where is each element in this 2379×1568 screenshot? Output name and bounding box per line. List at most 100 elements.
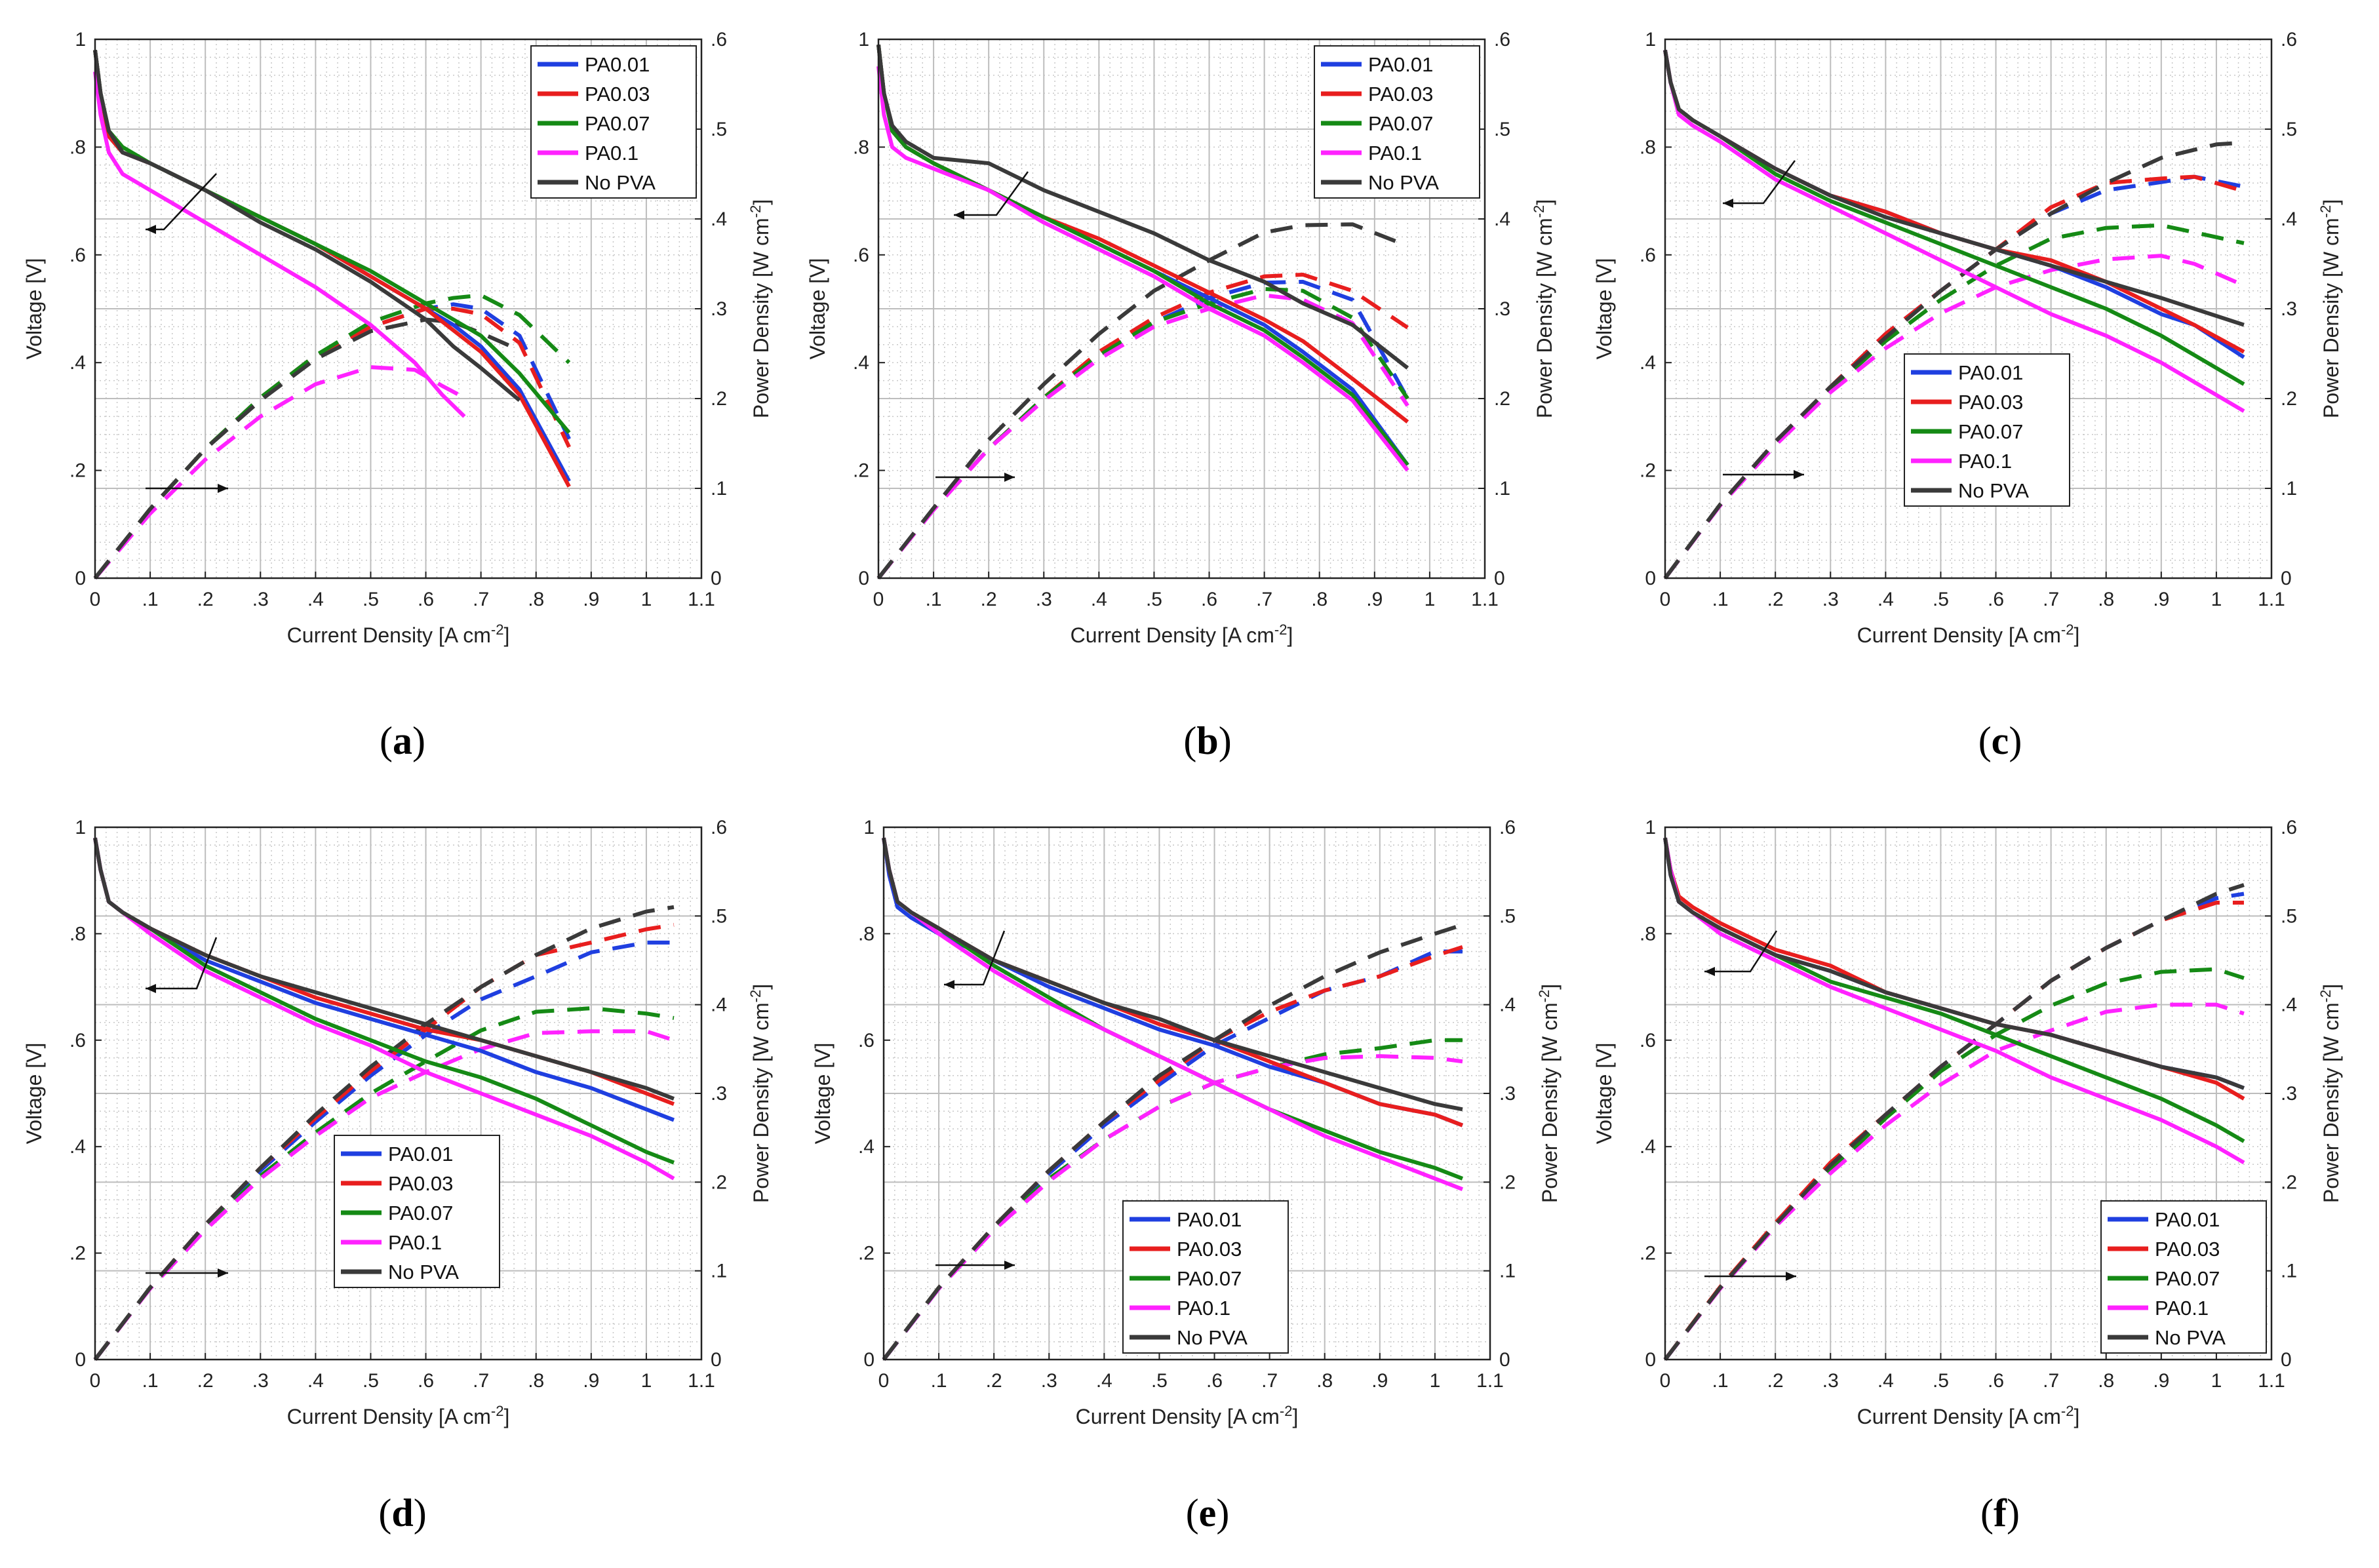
x-tick-label: .2 <box>1767 1370 1784 1392</box>
y-right-tick-label: .6 <box>711 29 727 50</box>
chart-panel: 0.1.2.3.4.5.6.7.8.9 1 1.10.2.4.6.810.1.2.3… <box>22 817 773 1535</box>
x-axis-label-superscript: -2 <box>1280 1403 1293 1419</box>
y-right-tick-label: .2 <box>1494 388 1510 410</box>
legend-label: PA0.03 <box>585 83 650 106</box>
x-tick-label: .1 <box>142 589 159 610</box>
y-left-tick-label: .6 <box>858 1030 875 1051</box>
y-left-tick-label: 1 <box>75 29 86 50</box>
y-right-tick-label: .2 <box>2281 1171 2297 1193</box>
x-tick-label: .9 <box>2153 1370 2169 1392</box>
panel-caption-close: ) <box>412 719 425 762</box>
y-right-tick-label: .5 <box>711 905 727 927</box>
y-left-tick-label: .2 <box>1640 1243 1656 1264</box>
voltage-series-line <box>93 50 571 434</box>
y-right-axis-label: Power Density [W cm-2] <box>747 984 774 1203</box>
y-left-tick-label: .8 <box>1640 923 1656 945</box>
legend-label: PA0.07 <box>1958 420 2023 443</box>
legend-label: PA0.01 <box>1177 1208 1242 1231</box>
legend: PA0.01 PA0.03 PA0.07 PA0.1 No PVA <box>1122 1200 1289 1354</box>
y-right-tick-label: .4 <box>1494 208 1510 230</box>
panel-caption: (b) <box>1183 719 1231 762</box>
panel-caption-letter: a <box>393 719 412 762</box>
y-left-tick-label: .4 <box>858 1136 875 1158</box>
x-tick-label: 1 <box>1430 1370 1441 1392</box>
x-tick-label: .5 <box>1146 589 1162 610</box>
power-series-line <box>1663 140 2245 579</box>
legend-label: PA0.07 <box>388 1202 453 1225</box>
x-tick-label: .6 <box>1201 589 1217 610</box>
voltage-series-line <box>876 44 1409 370</box>
x-tick-label: 1.1 <box>2258 1370 2285 1392</box>
y-left-tick-label: .6 <box>853 245 869 266</box>
y-right-tick-label: .4 <box>2281 208 2297 230</box>
y-right-tick-label: .5 <box>2281 905 2297 927</box>
x-tick-label: 1 <box>1425 589 1436 610</box>
y-left-tick-label: 1 <box>75 817 86 838</box>
y-left-axis-label: Voltage [V] <box>806 258 829 360</box>
voltage-series-line <box>1663 49 2245 386</box>
chart-panel: 0.1.2.3.4.5.6.7.8.9 1 1.10.2.4.6.810.1.2.3… <box>1592 29 2343 762</box>
power-axis-arrowhead <box>218 484 228 493</box>
x-tick-label: .6 <box>1988 1370 2004 1392</box>
legend-label: PA0.1 <box>1958 450 2012 473</box>
x-tick-label: .6 <box>418 1370 434 1392</box>
x-tick-label: .7 <box>2043 589 2059 610</box>
voltage-series-line <box>1663 837 2245 1090</box>
y-right-tick-label: .6 <box>711 817 727 838</box>
y-right-tick-label: 0 <box>1499 1349 1510 1371</box>
y-right-axis-label: Power Density [W cm-2] <box>1536 984 1562 1203</box>
x-tick-label: .4 <box>307 1370 324 1392</box>
y-left-tick-label: 1 <box>1645 817 1656 838</box>
x-tick-label: 1.1 <box>1476 1370 1504 1392</box>
power-series-line <box>93 1029 675 1361</box>
x-tick-label: .3 <box>1036 589 1052 610</box>
y-left-tick-label: .4 <box>1640 1136 1656 1158</box>
x-tick-label: .2 <box>197 1370 214 1392</box>
x-tick-label: 0 <box>90 1370 101 1392</box>
panel-caption: (e) <box>1186 1491 1230 1535</box>
y-right-tick-label: .5 <box>1494 119 1510 140</box>
legend: PA0.01 PA0.03 PA0.07 PA0.1 No PVA <box>2100 1200 2267 1354</box>
y-left-tick-label: .8 <box>1640 136 1656 158</box>
panel-caption: (d) <box>378 1491 426 1535</box>
x-axis-label-suffix: ] <box>1292 1405 1298 1428</box>
x-tick-label: .9 <box>1371 1370 1388 1392</box>
x-axis-label: Current Density [A cm-2] <box>1071 621 1293 648</box>
voltage-series-line <box>882 837 1463 1112</box>
y-left-tick-label: 1 <box>863 817 875 838</box>
x-tick-label: .4 <box>1091 589 1107 610</box>
voltage-series-line <box>93 837 675 1107</box>
y-right-tick-label: .4 <box>711 208 727 230</box>
y-left-tick-label: .2 <box>69 1243 86 1264</box>
x-tick-label: .3 <box>1822 1370 1839 1392</box>
legend-label: No PVA <box>2155 1326 2226 1349</box>
power-series-line <box>93 365 465 579</box>
voltage-series-line <box>93 50 571 488</box>
x-tick-label: .3 <box>252 1370 269 1392</box>
x-tick-label: .6 <box>418 589 434 610</box>
x-tick-label: .8 <box>528 1370 544 1392</box>
x-axis-label-superscript: -2 <box>2061 621 2074 638</box>
x-tick-label: .9 <box>583 1370 599 1392</box>
y-right-tick-label: .3 <box>2281 1083 2297 1105</box>
power-axis-arrowhead <box>1004 473 1015 482</box>
power-axis-arrowhead <box>1786 1272 1796 1281</box>
y-left-axis-label: Voltage [V] <box>811 1043 835 1145</box>
x-tick-label: .5 <box>1933 589 1949 610</box>
y-right-axis-label-superscript: -2 <box>747 205 764 218</box>
voltage-series-line <box>93 50 571 482</box>
y-right-axis-label: Power Density [W cm-2] <box>2317 199 2344 418</box>
voltage-axis-arrowhead <box>146 984 156 993</box>
x-axis-label-suffix: ] <box>503 1405 509 1428</box>
x-axis-label-superscript: -2 <box>1274 621 1288 638</box>
panel-caption-open: ( <box>1186 1491 1199 1535</box>
voltage-axis-arrow <box>944 930 1006 986</box>
y-right-axis-label: Power Density [W cm-2] <box>747 199 774 418</box>
y-right-axis-label-superscript: -2 <box>2317 990 2334 1003</box>
y-right-tick-label: .6 <box>1494 29 1510 50</box>
y-left-tick-label: .6 <box>1640 1030 1656 1051</box>
y-right-tick-label: .3 <box>1494 298 1510 320</box>
y-left-axis-label: Voltage [V] <box>22 258 46 360</box>
x-tick-label: .1 <box>931 1370 947 1392</box>
